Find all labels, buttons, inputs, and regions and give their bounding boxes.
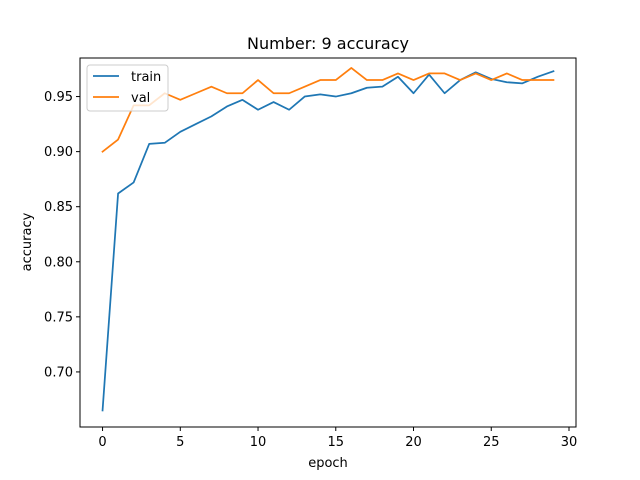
x-axis: 0 5 10 15 20 25 30 bbox=[98, 427, 577, 450]
y-axis: 0.70 0.75 0.80 0.85 0.90 0.95 bbox=[44, 90, 80, 380]
y-tick-label: 0.75 bbox=[44, 310, 73, 325]
y-axis-label: accuracy bbox=[20, 212, 35, 271]
legend-label-val: val bbox=[131, 91, 150, 106]
x-tick-label: 25 bbox=[483, 435, 500, 450]
y-tick-label: 0.90 bbox=[44, 145, 73, 160]
legend: train val bbox=[86, 64, 169, 112]
series-line-train bbox=[101, 70, 555, 412]
series-line-val bbox=[101, 67, 555, 153]
plot-area-frame bbox=[79, 57, 577, 428]
x-tick-label: 10 bbox=[250, 435, 267, 450]
x-tick-label: 5 bbox=[176, 435, 184, 450]
legend-label-train: train bbox=[131, 70, 161, 85]
y-tick-label: 0.80 bbox=[44, 255, 73, 270]
series-layer bbox=[101, 67, 555, 412]
y-tick-label: 0.70 bbox=[44, 365, 73, 380]
chart-title: Number: 9 accuracy bbox=[247, 34, 409, 53]
y-tick-label: 0.85 bbox=[44, 200, 73, 215]
x-tick-label: 30 bbox=[561, 435, 578, 450]
x-tick-label: 0 bbox=[98, 435, 106, 450]
x-axis-label: epoch bbox=[308, 456, 348, 471]
y-tick-label: 0.95 bbox=[44, 90, 73, 105]
x-tick-label: 15 bbox=[328, 435, 345, 450]
x-tick-label: 20 bbox=[405, 435, 422, 450]
